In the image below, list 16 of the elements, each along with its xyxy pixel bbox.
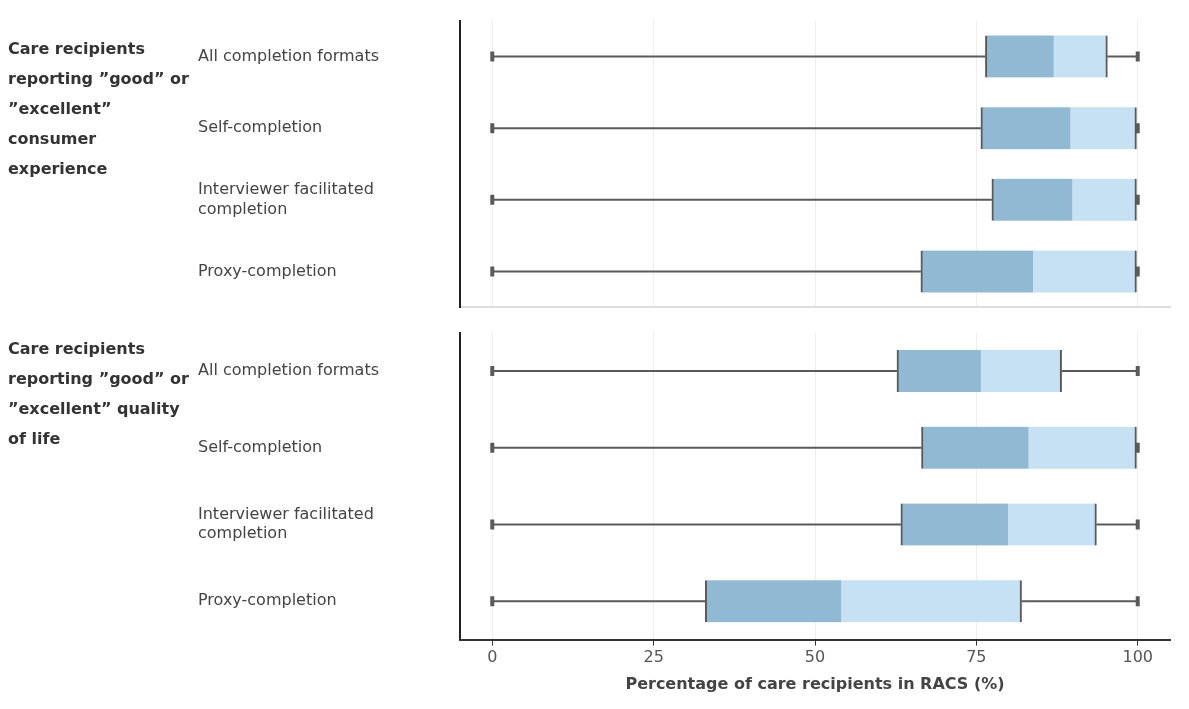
y-tick-label: Self-completion (198, 117, 323, 137)
y-tick-label: Proxy-completion (198, 590, 337, 610)
x-axis-title: Percentage of care recipients in RACS (%) (625, 673, 1005, 693)
y-tick-label: Interviewer facilitated completion (198, 504, 374, 543)
y-tick-label: Proxy-completion (198, 260, 337, 280)
x-tick-label: 25 (643, 647, 664, 667)
x-tick-label: 75 (966, 647, 987, 667)
y-axis-title: Care recipients reporting ”good” or ”excellent” quality of life (8, 338, 190, 450)
y-tick-label: Interviewer facilitated completion (198, 179, 374, 218)
x-tick-label: 50 (804, 647, 826, 667)
y-tick-label: Self-completion (198, 436, 323, 456)
y-tick-label: All completion formats (198, 360, 379, 380)
x-tick-label: 0 (487, 647, 498, 667)
x-tick-label: 100 (1122, 647, 1153, 667)
y-tick-label: All completion formats (198, 45, 379, 65)
y-axis-title: Care recipients reporting ”good” or ”excellent” consumer experience (8, 38, 190, 180)
